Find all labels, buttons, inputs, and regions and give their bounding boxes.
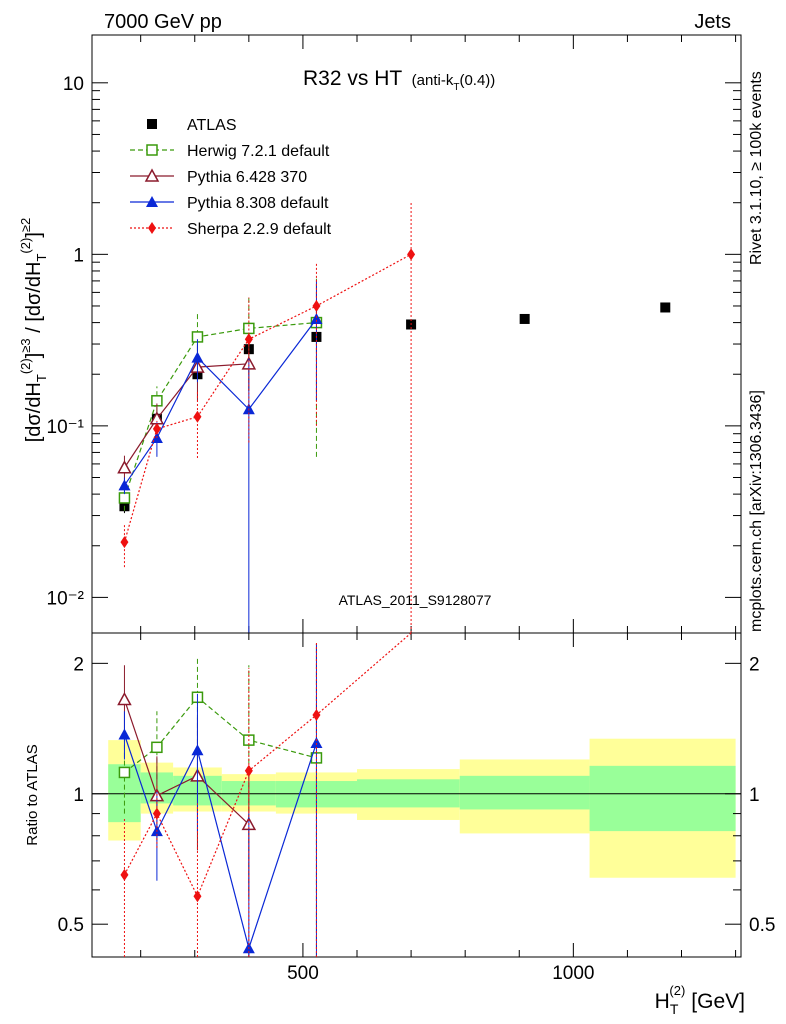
main-plot: 10⁻² 10⁻¹ 1 10 ATLAS Herwig 7.2.1 default Pyth… xyxy=(47,34,742,634)
chart-title-suffix-end: (0.4)) xyxy=(459,72,495,89)
y-tick-label: 10 xyxy=(63,74,84,95)
header-observable: Jets xyxy=(694,11,731,33)
mcplots-label: mcplots.cern.ch [arXiv:1306.3436] xyxy=(748,390,765,632)
y-axis-label: [dσ/dHT(2)]≥3 / [dσ/dHT(2)]≥2 xyxy=(18,218,49,443)
legend-marker-pythia-6-428-370 xyxy=(144,168,160,182)
y-tick-label: 1 xyxy=(73,245,84,266)
point-herwig-7-2-1-default xyxy=(118,492,131,504)
header-process: 7000 GeV pp xyxy=(104,11,222,33)
point-sherpa-2-2-9-default xyxy=(244,333,253,346)
legend-label-herwig-7-2-1-default: Herwig 7.2.1 default xyxy=(187,143,330,160)
ratio-point-pythia-8-308-default xyxy=(118,728,131,740)
ratio-point-sherpa-2-2-9-default xyxy=(312,708,321,721)
point-sherpa-2-2-9-default xyxy=(152,422,161,435)
ratio-point-sherpa-2-2-9-default xyxy=(120,868,129,881)
ratio-y-tick-label: 2 xyxy=(73,654,84,675)
point-sherpa-2-2-9-default xyxy=(312,299,321,312)
ratio-point-pythia-8-308-default xyxy=(310,736,323,748)
x-axis-label: HT (2) [GeV] xyxy=(655,983,745,1017)
legend-label-atlas: ATLAS xyxy=(187,117,237,134)
series-line-pythia-6-428-370 xyxy=(123,363,249,469)
ratio-line-pythia-6-428-370 xyxy=(123,699,250,825)
watermark: ATLAS_2011_S9128077 xyxy=(339,592,492,608)
y-tick-label: 10⁻² xyxy=(47,588,85,609)
x-tick-label: 500 xyxy=(287,963,319,984)
x-axis-label-main: H xyxy=(655,990,670,1013)
ratio-band-green-7 xyxy=(589,765,736,832)
chart-title-suffix-sub: T xyxy=(453,82,459,93)
legend-marker-pythia-8-308-default xyxy=(146,196,158,207)
chart-title-suffix: (anti-k xyxy=(412,72,454,89)
point-pythia-6-428-370 xyxy=(117,460,132,474)
legend-label-pythia-8-308-default: Pythia 8.308 default xyxy=(187,195,329,212)
ratio-y-tick-label: 1 xyxy=(73,785,84,806)
chart-title-main: R32 vs HT xyxy=(303,67,402,90)
point-pythia-8-308-default xyxy=(191,351,204,363)
ratio-point-herwig-7-2-1-default xyxy=(151,741,163,754)
legend-marker-sherpa-2-2-9-default xyxy=(148,222,156,234)
point-sherpa-2-2-9-default xyxy=(120,536,129,549)
ratio-point-sherpa-2-2-9-default xyxy=(193,890,202,903)
chart-title: R32 vs HT (anti-kT(0.4)) xyxy=(303,67,495,93)
svg-text:[dσ/dHT(2)]≥3 / [dσ/dHT(2)]≥2: [dσ/dHT(2)]≥3 / [dσ/dHT(2)]≥2 xyxy=(18,218,49,443)
point-sherpa-2-2-9-default xyxy=(193,410,202,423)
ratio-line-herwig-7-2-1-default xyxy=(124,696,317,773)
legend-label-pythia-6-428-370: Pythia 6.428 370 xyxy=(187,169,307,186)
x-tick-label: 1000 xyxy=(552,963,594,984)
ratio-point-sherpa-2-2-9-default xyxy=(244,764,253,777)
x-axis-label-unit: [GeV] xyxy=(691,990,745,1013)
ratio-point-herwig-7-2-1-default xyxy=(118,766,131,779)
legend-label-sherpa-2-2-9-default: Sherpa 2.2.9 default xyxy=(187,221,332,238)
x-axis-label-sup: (2) xyxy=(669,983,685,998)
series-line-sherpa-2-2-9-default xyxy=(123,253,412,543)
point-sherpa-2-2-9-default xyxy=(407,248,416,261)
ratio-y-tick-label-right: 2 xyxy=(749,654,760,675)
ratio-y-tick-label-right: 1 xyxy=(749,785,760,806)
ratio-y-axis-label: Ratio to ATLAS xyxy=(24,744,41,845)
ratio-y-tick-label: 0.5 xyxy=(58,915,84,936)
ratio-point-pythia-8-308-default xyxy=(191,744,204,756)
ratio-point-pythia-6-428-370 xyxy=(117,691,132,706)
x-axis-label-sub: T xyxy=(670,1001,679,1017)
legend-marker-herwig-7-2-1-default xyxy=(146,144,158,156)
series-line-herwig-7-2-1-default xyxy=(123,321,317,499)
point-pythia-8-308-default xyxy=(310,312,323,324)
point-atlas xyxy=(519,313,530,324)
rivet-label: Rivet 3.1.10, ≥ 100k events xyxy=(748,71,765,265)
ratio-frame xyxy=(91,632,742,958)
ratio-line-sherpa-2-2-9-default xyxy=(123,632,412,898)
ratio-plot: 500 1000 0.5 0.5 1 1 2 2 xyxy=(58,632,775,984)
ratio-band-green-6 xyxy=(459,775,590,810)
y-tick-label: 10⁻¹ xyxy=(47,417,85,438)
ratio-point-sherpa-2-2-9-default xyxy=(152,807,161,820)
legend-marker-atlas xyxy=(147,119,157,129)
point-atlas xyxy=(660,302,671,313)
point-pythia-8-308-default xyxy=(118,479,131,491)
ratio-y-tick-label-right: 0.5 xyxy=(749,915,775,936)
